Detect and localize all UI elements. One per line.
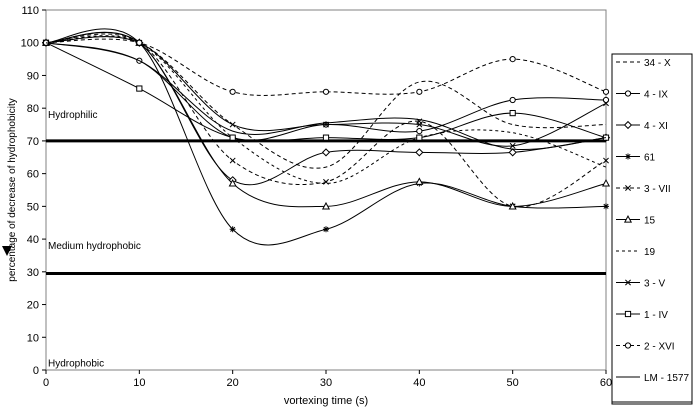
series-10	[45, 42, 607, 151]
y-tick-label: 100	[21, 38, 39, 50]
legend-item: 34 - X	[616, 58, 671, 69]
legend-item: LM - 1577	[616, 373, 689, 384]
legend-item: 3 - V	[616, 279, 665, 290]
data-point	[229, 88, 236, 95]
reference-lines	[46, 139, 606, 275]
legend-label: 3 - V	[644, 279, 665, 290]
series-line	[45, 42, 607, 151]
x-axis: 0 10 20 30 40 50 60	[43, 370, 612, 389]
legend-marker	[624, 90, 632, 97]
legend-item: 4 - IX	[616, 90, 668, 101]
region-labels: Hydrophilic Medium hydrophobic Hydrophobic	[48, 110, 141, 370]
data-point	[229, 157, 236, 164]
region-label: Hydrophobic	[48, 359, 104, 370]
y-tick-label: 90	[27, 70, 39, 82]
data-point	[603, 203, 609, 210]
data-point	[322, 134, 330, 141]
data-point	[603, 157, 609, 164]
data-point	[321, 148, 331, 157]
legend-marker	[623, 120, 633, 130]
y-tick-label: 110	[21, 5, 39, 17]
data-point	[509, 96, 516, 104]
legend-item: 2 - XVI	[616, 342, 675, 353]
y-tick-label: 30	[27, 267, 39, 279]
legend-item: 3 - VII	[616, 184, 671, 195]
legend-marker	[624, 342, 632, 349]
y-tick-label: 70	[27, 136, 39, 148]
data-point	[603, 100, 609, 107]
x-tick-label: 50	[507, 377, 519, 389]
legend-label: LM - 1577	[644, 373, 689, 384]
y-tick-label: 50	[27, 201, 39, 213]
legend-item: 1 - IV	[616, 310, 668, 321]
region-label: Medium hydrophobic	[48, 241, 141, 252]
y-tick-label: 0	[33, 365, 39, 377]
data-point	[509, 109, 516, 117]
data-point	[508, 148, 517, 157]
data-point	[601, 178, 611, 187]
x-axis-label: vortexing time (s)	[284, 395, 368, 407]
legend-item: 61	[616, 153, 656, 164]
x-tick-label: 0	[43, 377, 49, 389]
legend-label: 34 - X	[644, 58, 671, 69]
data-point	[416, 134, 423, 141]
legend-label: 19	[644, 247, 656, 258]
x-tick-label: 40	[413, 377, 425, 389]
legend-item: 4 - XI	[616, 120, 668, 132]
data-point	[415, 148, 424, 157]
legend-items: 34 - X 4 - IX 4 - XI 61 3 - VII 15 19 3 - V 1 - …	[616, 58, 689, 384]
legend-label: 4 - IX	[644, 90, 668, 101]
data-point	[508, 201, 517, 210]
data-point	[136, 39, 143, 46]
legend-item: 15	[616, 215, 656, 227]
x-tick-label: 10	[133, 377, 145, 389]
data-point	[416, 88, 423, 95]
data-point	[322, 88, 330, 95]
data-point	[136, 85, 143, 92]
legend-item: 19	[616, 247, 656, 258]
data-point	[416, 121, 423, 128]
data-point	[509, 55, 516, 63]
y-tick-label: 60	[27, 169, 39, 181]
data-point	[415, 177, 424, 185]
region-label: Hydrophilic	[48, 110, 97, 121]
legend-marker	[625, 185, 631, 191]
legend-marker	[624, 310, 632, 318]
data-point	[602, 88, 610, 95]
data-point	[229, 134, 236, 141]
series-layer	[41, 28, 611, 246]
y-axis-label: percentage of decrease of hydrophobicity	[7, 98, 18, 281]
data-point	[229, 121, 236, 128]
y-axis-arrow-icon	[2, 246, 12, 256]
plot-area	[45, 9, 607, 371]
data-point	[321, 201, 331, 210]
legend-label: 4 - XI	[644, 121, 668, 132]
legend-label: 1 - IV	[644, 310, 668, 321]
x-tick-label: 20	[227, 377, 239, 389]
legend-label: 15	[644, 216, 656, 227]
legend-marker	[625, 279, 631, 286]
y-tick-label: 80	[27, 103, 39, 115]
x-tick-label: 60	[600, 377, 612, 389]
series-9	[42, 38, 610, 96]
y-tick-label: 40	[27, 234, 39, 246]
legend-label: 61	[644, 153, 656, 164]
y-axis: 0 10 20 30 40 50 60 70 80 90 100 110	[21, 5, 46, 377]
legend-marker	[623, 215, 633, 223]
y-tick-label: 10	[27, 332, 39, 344]
y-tick-label: 20	[27, 300, 39, 312]
series-8	[42, 39, 610, 142]
x-tick-label: 30	[320, 377, 332, 389]
data-point	[229, 226, 236, 233]
data-point	[323, 226, 329, 233]
data-point	[228, 178, 237, 187]
data-point	[416, 127, 423, 135]
legend-label: 2 - XVI	[644, 342, 675, 353]
legend-marker	[625, 153, 631, 160]
data-point	[509, 142, 516, 149]
legend-label: 3 - VII	[644, 184, 671, 195]
